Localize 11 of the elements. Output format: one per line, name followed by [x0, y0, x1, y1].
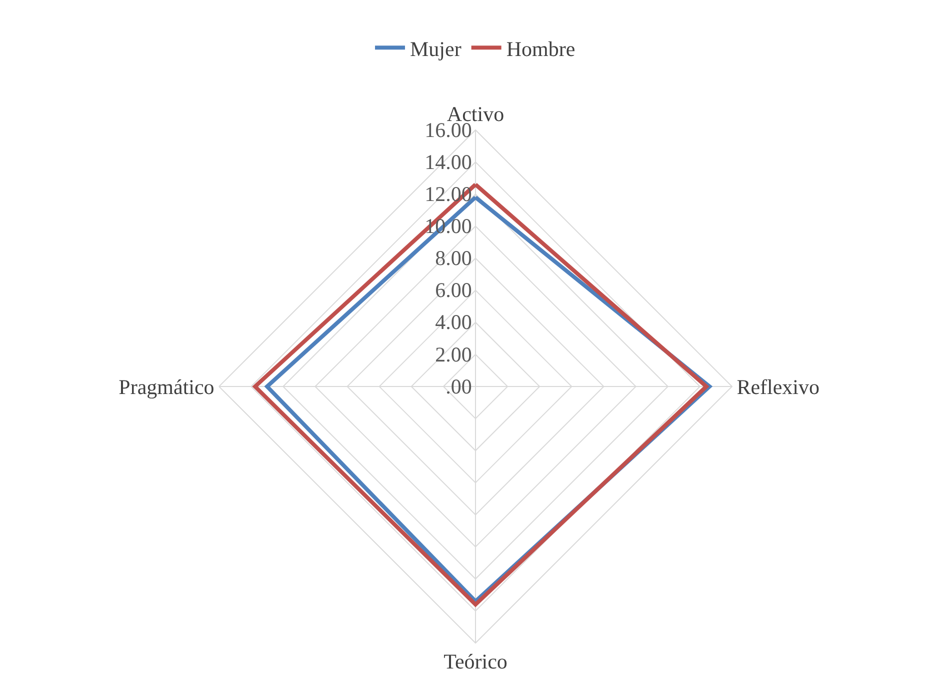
- spoke-label: Teórico: [444, 650, 508, 674]
- y-tick-label: 6.00: [435, 278, 472, 302]
- legend-label: Mujer: [410, 36, 462, 61]
- y-tick-label: 14.00: [424, 150, 472, 174]
- y-tick-label: 8.00: [435, 246, 472, 270]
- y-tick-label: 4.00: [435, 310, 472, 334]
- y-tick-label: 2.00: [435, 342, 472, 366]
- spoke-label: Pragmático: [118, 374, 214, 399]
- y-tick-label: .00: [446, 374, 472, 398]
- legend-label: Hombre: [506, 36, 576, 61]
- spoke-label: Reflexivo: [736, 374, 820, 399]
